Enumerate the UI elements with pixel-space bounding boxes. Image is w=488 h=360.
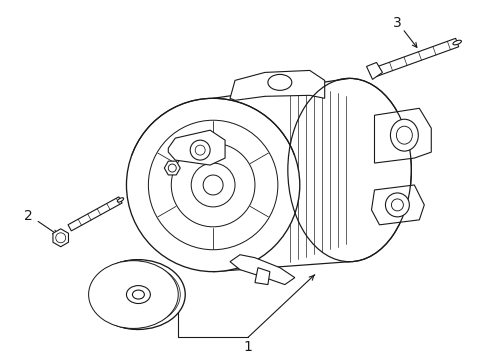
Polygon shape: [168, 130, 224, 165]
Ellipse shape: [116, 279, 160, 310]
Text: 5: 5: [170, 301, 179, 315]
Ellipse shape: [369, 70, 378, 75]
Ellipse shape: [168, 164, 176, 172]
Polygon shape: [366, 62, 382, 80]
Ellipse shape: [389, 119, 417, 151]
Ellipse shape: [148, 120, 277, 250]
Polygon shape: [372, 38, 458, 77]
Polygon shape: [374, 108, 430, 163]
Ellipse shape: [190, 140, 210, 160]
Ellipse shape: [267, 75, 291, 90]
Ellipse shape: [203, 175, 223, 195]
Polygon shape: [213, 78, 349, 272]
Ellipse shape: [191, 163, 235, 207]
Ellipse shape: [96, 264, 180, 325]
Polygon shape: [229, 255, 294, 285]
Polygon shape: [229, 71, 324, 100]
Text: 2: 2: [24, 209, 33, 223]
Ellipse shape: [287, 78, 410, 262]
Ellipse shape: [132, 290, 144, 299]
Polygon shape: [371, 185, 424, 225]
Ellipse shape: [385, 193, 408, 217]
Text: 4: 4: [146, 135, 154, 149]
Ellipse shape: [390, 199, 403, 211]
Text: 1: 1: [243, 340, 252, 354]
Ellipse shape: [171, 143, 254, 227]
Text: 3: 3: [392, 15, 401, 30]
Ellipse shape: [91, 260, 185, 329]
Ellipse shape: [121, 283, 155, 306]
Ellipse shape: [126, 98, 299, 272]
Ellipse shape: [396, 126, 411, 144]
Ellipse shape: [102, 268, 175, 321]
Ellipse shape: [88, 261, 178, 328]
Ellipse shape: [126, 285, 150, 303]
Ellipse shape: [111, 275, 165, 315]
Ellipse shape: [195, 145, 205, 155]
Polygon shape: [254, 268, 269, 285]
Polygon shape: [164, 161, 180, 175]
Polygon shape: [53, 229, 68, 247]
Ellipse shape: [106, 271, 170, 319]
Ellipse shape: [452, 40, 461, 45]
Ellipse shape: [56, 233, 65, 243]
Ellipse shape: [117, 198, 123, 202]
Polygon shape: [68, 197, 122, 231]
